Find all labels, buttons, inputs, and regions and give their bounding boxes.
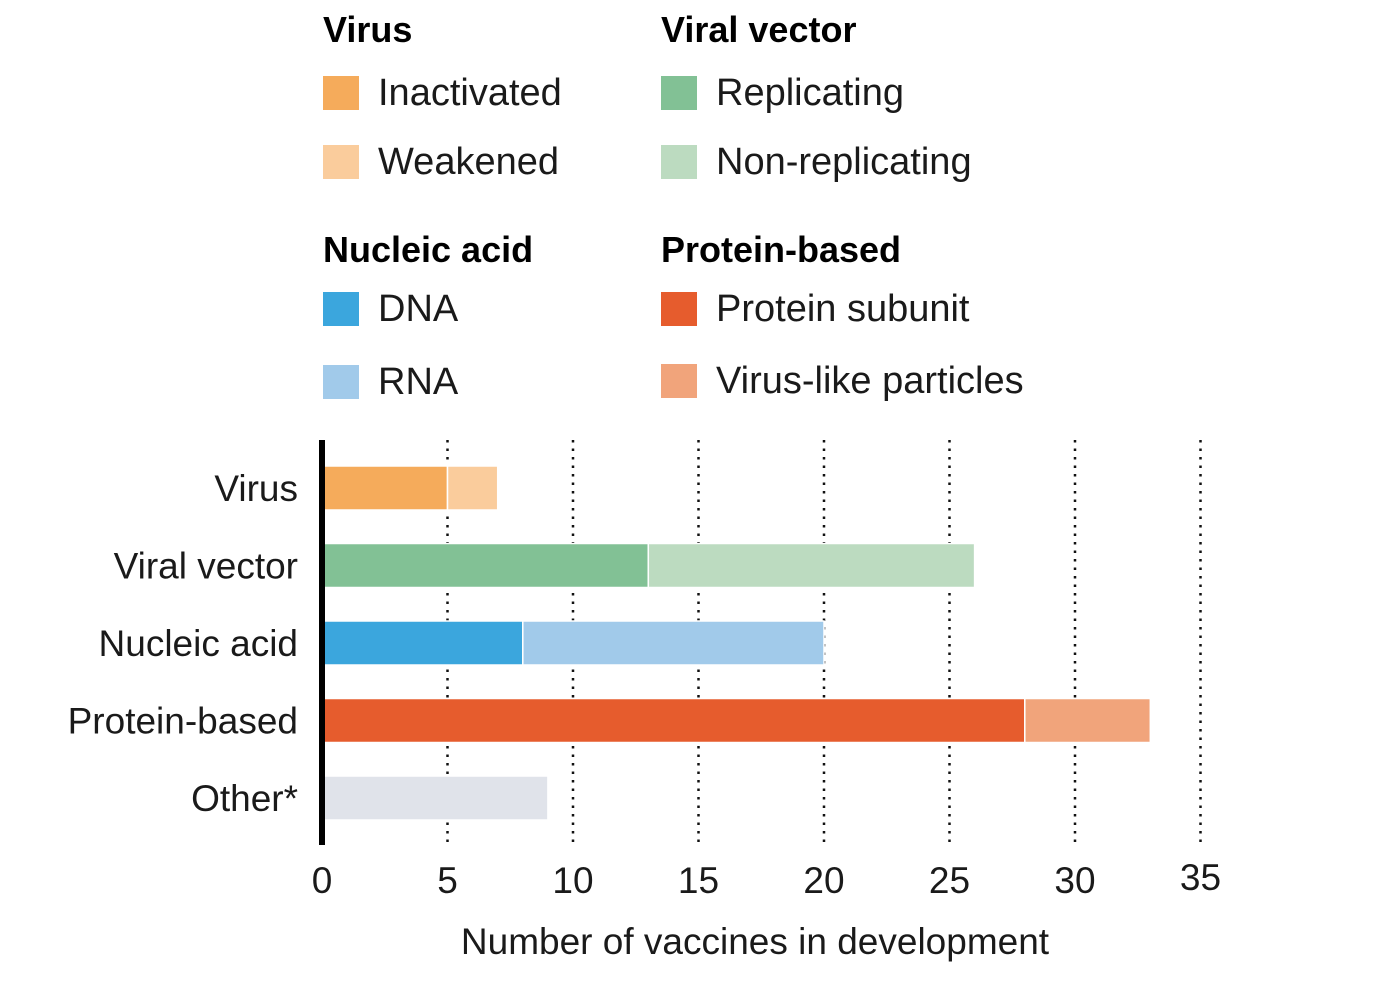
legend-swatch bbox=[323, 76, 359, 110]
x-tick-label: 15 bbox=[678, 860, 719, 901]
bar-segment bbox=[647, 542, 976, 589]
legend-label: DNA bbox=[378, 288, 459, 330]
legend-label: Protein subunit bbox=[716, 288, 970, 330]
x-tick-label: 30 bbox=[1054, 860, 1095, 901]
legend-swatch bbox=[661, 76, 697, 110]
bar-segment bbox=[446, 465, 499, 511]
legend-label: Weakened bbox=[378, 141, 559, 183]
category-label: Protein-based bbox=[68, 701, 298, 742]
legend-group-title: Protein-based bbox=[661, 229, 902, 270]
category-label: Viral vector bbox=[114, 546, 298, 587]
legend-group-title: Nucleic acid bbox=[323, 229, 534, 270]
bar-segment bbox=[522, 620, 825, 666]
bar-segment bbox=[321, 697, 1026, 744]
bar-segment bbox=[321, 775, 549, 821]
bar-segment bbox=[1024, 697, 1152, 744]
legend-swatch bbox=[661, 364, 697, 398]
legend-swatch bbox=[323, 292, 359, 326]
category-label: Virus bbox=[214, 468, 298, 509]
bar-segment bbox=[321, 465, 449, 511]
legend-label: Inactivated bbox=[378, 72, 562, 114]
x-tick-label: 35 bbox=[1180, 857, 1221, 898]
bar-segment bbox=[321, 620, 524, 666]
legend-group-title: Viral vector bbox=[661, 9, 857, 50]
x-tick-label: 25 bbox=[929, 860, 970, 901]
legend-label: Virus-like particles bbox=[716, 360, 1024, 402]
bars bbox=[321, 465, 1152, 821]
bar-segment bbox=[321, 542, 650, 589]
x-tick-label: 5 bbox=[437, 860, 458, 901]
x-tick-label: 10 bbox=[552, 860, 593, 901]
category-label: Other* bbox=[191, 778, 298, 819]
legend-label: Replicating bbox=[716, 72, 904, 114]
x-axis-label: Number of vaccines in development bbox=[461, 921, 1050, 962]
legend-swatch bbox=[323, 365, 359, 399]
category-labels: Virus Viral vector Nucleic acid Protein-bas… bbox=[68, 468, 298, 819]
legend-label: Non-replicating bbox=[716, 141, 972, 183]
legend: Virus Inactivated Weakened Viral vector … bbox=[0, 0, 1395, 420]
legend-label: RNA bbox=[378, 361, 459, 403]
x-tick-label: 20 bbox=[803, 860, 844, 901]
x-tick-label: 0 bbox=[312, 860, 333, 901]
x-tick-labels: 0 5 10 15 20 25 30 35 bbox=[312, 857, 1221, 901]
legend-group-title: Virus bbox=[323, 9, 413, 50]
category-label: Nucleic acid bbox=[99, 623, 298, 664]
legend-swatch bbox=[661, 145, 697, 179]
legend-swatch bbox=[661, 292, 697, 326]
legend-swatch bbox=[323, 145, 359, 179]
